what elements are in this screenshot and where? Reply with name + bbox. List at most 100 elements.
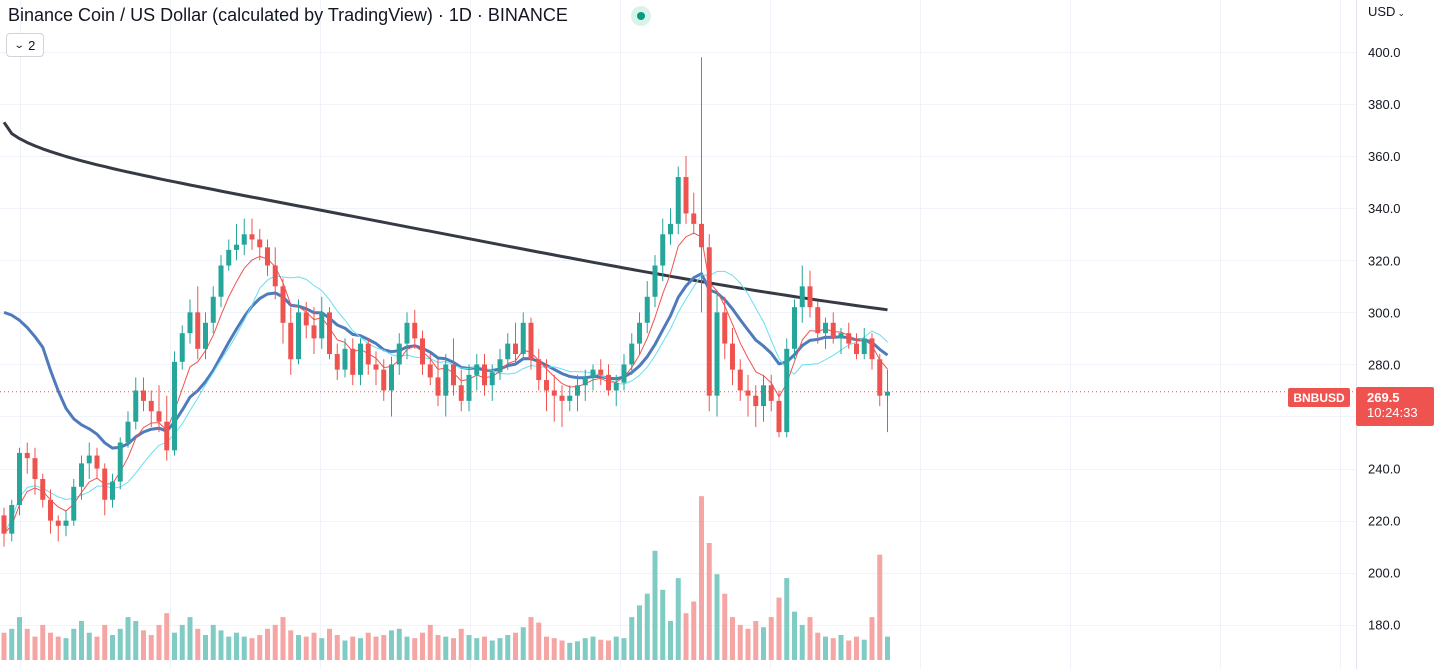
candle <box>311 307 317 355</box>
candle-body <box>311 325 317 339</box>
candle-body <box>48 499 53 521</box>
candle-body <box>714 312 720 396</box>
volume-bar <box>1 632 7 660</box>
candle <box>427 354 433 386</box>
market-open-indicator <box>631 6 651 26</box>
candle <box>265 239 270 276</box>
candle-body <box>551 390 557 396</box>
volume-bar <box>536 622 542 660</box>
volume-bar <box>63 638 69 660</box>
candle-body <box>482 364 487 386</box>
candle <box>234 223 239 261</box>
candle-body <box>458 385 464 401</box>
volume-bar <box>861 639 867 660</box>
candle <box>203 312 208 360</box>
candle <box>288 307 294 375</box>
volume-bar <box>303 636 309 660</box>
candle-body <box>854 343 859 355</box>
volume-bar <box>691 601 697 660</box>
candle-body <box>303 312 309 326</box>
candle <box>590 364 596 391</box>
candle-body <box>575 385 580 396</box>
volume-bar <box>179 624 185 660</box>
candle-body <box>606 374 611 391</box>
price-axis[interactable]: 180.0200.0220.0240.0260.0280.0300.0320.0… <box>1368 45 1401 633</box>
candle-body <box>451 364 456 386</box>
candle-body <box>784 348 790 433</box>
volume-bar <box>714 574 720 660</box>
candle <box>629 333 635 375</box>
volume-bar <box>482 636 487 660</box>
currency-selector[interactable]: USD ⌄ <box>1368 4 1405 19</box>
volume-bar <box>830 638 836 660</box>
candle-body <box>730 343 735 370</box>
candle <box>613 374 619 407</box>
volume-bar <box>799 624 805 660</box>
candle-body <box>141 390 146 401</box>
candle <box>358 338 363 386</box>
candle-body <box>55 520 61 526</box>
volume-bar <box>466 635 472 660</box>
volume-bar <box>598 639 604 660</box>
candle-body <box>381 369 387 391</box>
candle-body <box>404 322 410 344</box>
candle-body <box>590 369 596 378</box>
volume-bar <box>489 640 495 660</box>
volume-bar <box>86 632 92 660</box>
candle <box>48 489 53 534</box>
candle <box>1 507 7 547</box>
volume-bar <box>241 636 247 660</box>
price-axis-tick: 300.0 <box>1368 305 1401 320</box>
volume-bar <box>443 636 449 660</box>
candle-body <box>823 322 828 334</box>
candle-body <box>373 364 379 370</box>
candle <box>296 299 301 365</box>
candle-body <box>737 369 743 391</box>
candle <box>226 239 232 271</box>
candle-body <box>776 400 782 433</box>
candle <box>389 356 394 417</box>
candle-body <box>94 455 100 469</box>
candle-body <box>443 364 449 396</box>
candle <box>451 338 456 396</box>
volume-bar <box>815 632 821 660</box>
volume-bar <box>706 543 712 660</box>
candle-body <box>9 505 15 534</box>
volume-bar <box>675 578 681 660</box>
candle-body <box>125 421 131 443</box>
candle <box>536 348 542 391</box>
candle <box>482 354 487 396</box>
volume-bar <box>544 636 549 660</box>
candle-body <box>179 333 185 362</box>
candle-body <box>288 322 294 360</box>
volume-bar <box>265 628 270 660</box>
volume-bar <box>621 638 627 660</box>
candle <box>195 286 201 360</box>
candle <box>807 270 813 318</box>
volume-bar <box>365 632 371 660</box>
candle <box>869 333 875 370</box>
candle-body <box>396 343 402 365</box>
volume-bar <box>381 635 387 660</box>
candle <box>102 463 108 516</box>
price-axis-tick: 240.0 <box>1368 462 1401 477</box>
candle <box>86 442 92 479</box>
volume-bar <box>652 550 658 660</box>
candle <box>435 359 441 407</box>
volume-bar <box>737 624 743 660</box>
candle-body <box>497 359 503 373</box>
candle <box>753 385 759 427</box>
candle-body <box>652 265 658 297</box>
candle-body <box>768 385 774 401</box>
candle-body <box>792 307 797 349</box>
volume-bar <box>761 627 766 660</box>
last-price-tag: 269.5 10:24:33 <box>1356 387 1434 426</box>
volume-bar <box>505 635 511 660</box>
indicators-toggle-button[interactable]: ⌄ 2 <box>6 33 44 57</box>
candle-body <box>722 312 728 344</box>
candle <box>606 364 611 396</box>
volume-bar <box>730 617 735 660</box>
candle <box>24 442 30 474</box>
volume-bar <box>71 628 77 660</box>
